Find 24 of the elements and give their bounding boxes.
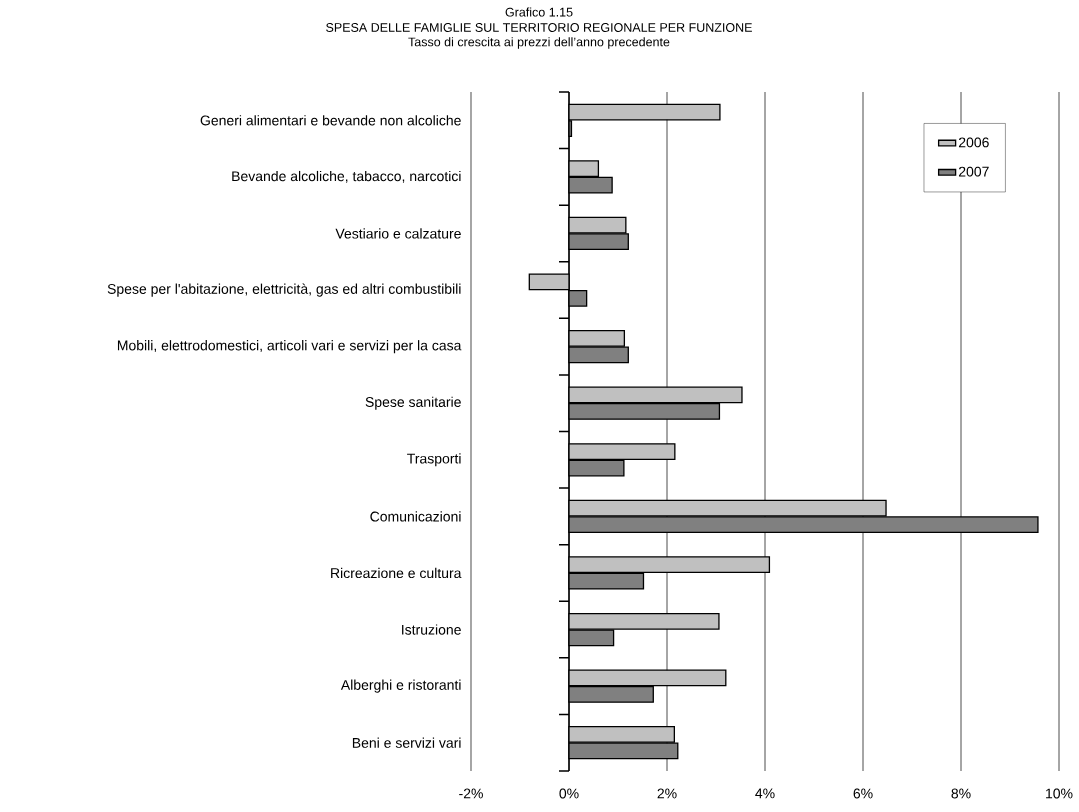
y-tick-label: Vestiario e calzature (335, 228, 461, 239)
x-tick-label: -2% (459, 788, 483, 799)
x-tick-label: 4% (755, 788, 775, 799)
y-tick-label: Ricreazione e cultura (331, 567, 462, 579)
y-tick-label: Comunicazioni (370, 511, 461, 522)
y-tick-label: Trasporti (407, 453, 461, 467)
x-tick-label: 10% (1046, 788, 1073, 799)
x-tick-label: 2% (657, 788, 677, 799)
y-tick-label: Spese per l'abitazione, elettricità, gas ed altri combustibili (107, 283, 461, 297)
x-tick-label: 8% (951, 788, 971, 799)
chart-title: SPESA DELLE FAMIGLIE SUL TERRITORIO REGIONALE PER FUNZIONE (326, 23, 752, 32)
y-tick-label: Spese sanitarie (365, 396, 461, 410)
y-tick-label: Generi alimentari e bevande non alcoliche (200, 115, 461, 126)
legend-label: 2006 (958, 137, 989, 148)
y-tick-label: Bevande alcoliche, tabacco, narcotici (232, 170, 461, 183)
x-tick-label: 0% (559, 788, 579, 799)
y-tick-label: Beni e servizi vari (352, 737, 461, 748)
y-tick-label: Istruzione (402, 624, 461, 635)
legend-label: 2007 (958, 166, 989, 177)
y-tick-label: Alberghi e ristoranti (340, 679, 461, 693)
text: Grafico 1.15 (505, 7, 573, 17)
chart-subtitle: Tasso di crescita ai prezzi dell’anno precedente (408, 37, 670, 49)
x-tick-label: 6% (853, 788, 873, 799)
y-tick-label: Mobili, elettrodomestici, articoli vari e servizi per la casa (117, 340, 462, 354)
